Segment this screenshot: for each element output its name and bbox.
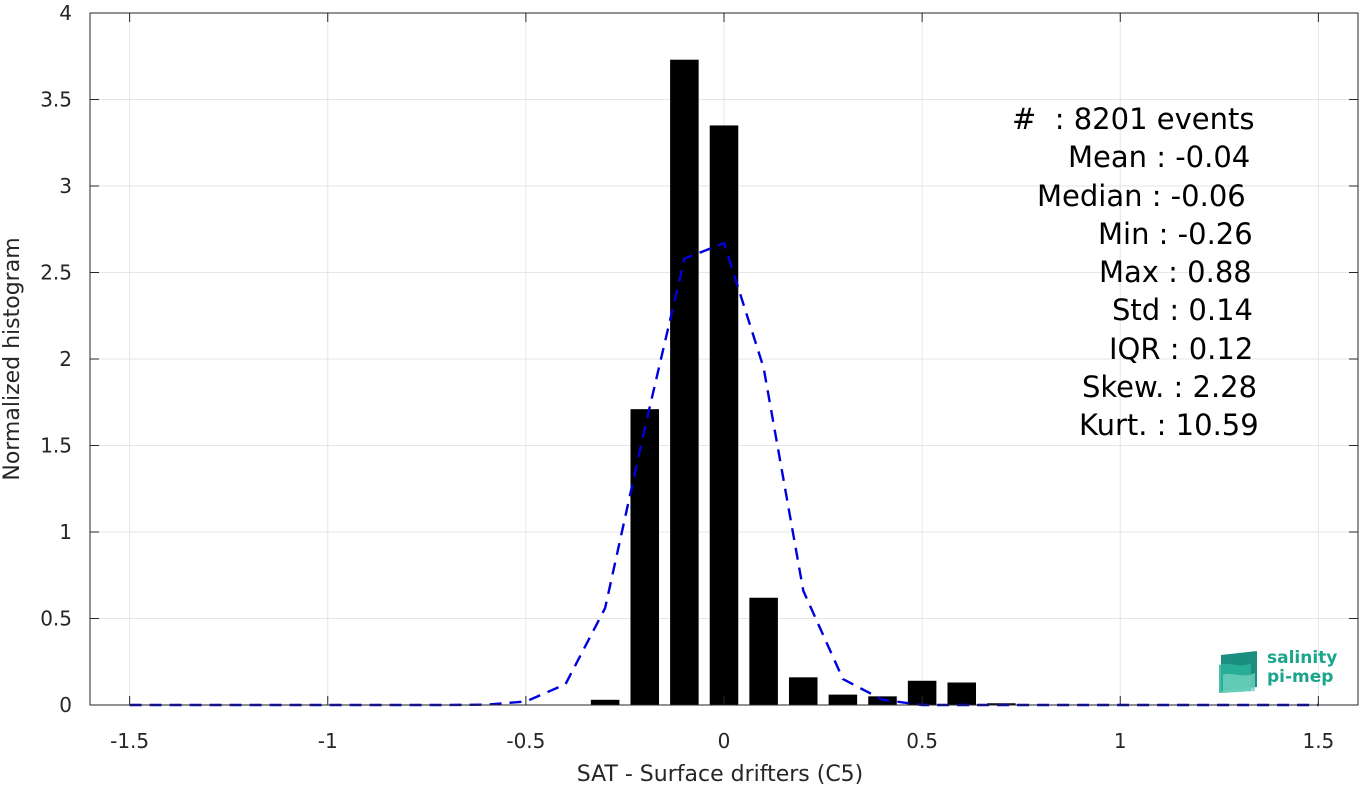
salinity-pi-mep-logo: salinity pi-mep: [1217, 647, 1347, 695]
y-tick-label: 4: [59, 1, 72, 25]
stat-std: Std : 0.14: [1112, 293, 1253, 328]
stat-skew: Skew. : 2.28: [1082, 370, 1258, 405]
y-tick-label: 2: [59, 347, 72, 371]
stat-kurt: Kurt. : 10.59: [1079, 408, 1259, 443]
histogram-bar: [947, 682, 977, 705]
logo-line-1: salinity: [1267, 648, 1338, 668]
x-axis-label: SAT - Surface drifters (C5): [577, 762, 864, 785]
y-tick-label: 3: [59, 174, 72, 198]
histogram-bar: [828, 694, 858, 705]
x-tick-label: 1.5: [1302, 729, 1334, 753]
stat-median: Median : -0.06: [1037, 178, 1246, 213]
wave-logo-icon: [1219, 651, 1257, 693]
x-tick-label: 0.5: [906, 729, 938, 753]
y-tick-label: 1.5: [40, 434, 72, 458]
x-tick-label: 0: [718, 729, 731, 753]
y-axis-label: Normalized histogram: [0, 237, 25, 480]
stat-max: Max : 0.88: [1099, 255, 1252, 290]
stat-min: Min : -0.26: [1098, 216, 1253, 251]
y-tick-label: 0.5: [40, 607, 72, 631]
logo-line-2: pi-mep: [1267, 667, 1334, 687]
histogram-bar: [709, 125, 739, 705]
y-tick-label: 2.5: [40, 261, 72, 285]
stat-iqr: IQR : 0.12: [1109, 331, 1254, 366]
x-tick-label: -0.5: [506, 729, 545, 753]
stat-count: # : 8201 events: [1012, 102, 1255, 136]
histogram-bar: [788, 677, 818, 705]
y-tick-label: 0: [59, 693, 72, 717]
axis-ticks: -1.5 -1 -0.5 0 0.5 1 1.5 0 0.5 1 1.5 2 2.5 3 3.5 4: [40, 1, 1358, 753]
statistics-panel: # : 8201 events Mean : -0.04 Median : -0…: [1000, 100, 1290, 445]
histogram-bar: [749, 597, 778, 705]
y-tick-label: 1: [59, 520, 72, 544]
histogram-bar: [630, 409, 660, 705]
x-tick-label: -1.5: [110, 729, 149, 753]
histogram-bars: [590, 59, 1016, 705]
stat-mean: Mean : -0.04: [1068, 140, 1251, 175]
x-tick-label: 1: [1114, 729, 1127, 753]
logo-text: salinity pi-mep: [1267, 649, 1337, 687]
histogram-bar: [670, 59, 699, 705]
x-tick-label: -1: [318, 729, 338, 753]
y-tick-label: 3.5: [40, 88, 72, 112]
histogram-bar: [590, 699, 620, 705]
